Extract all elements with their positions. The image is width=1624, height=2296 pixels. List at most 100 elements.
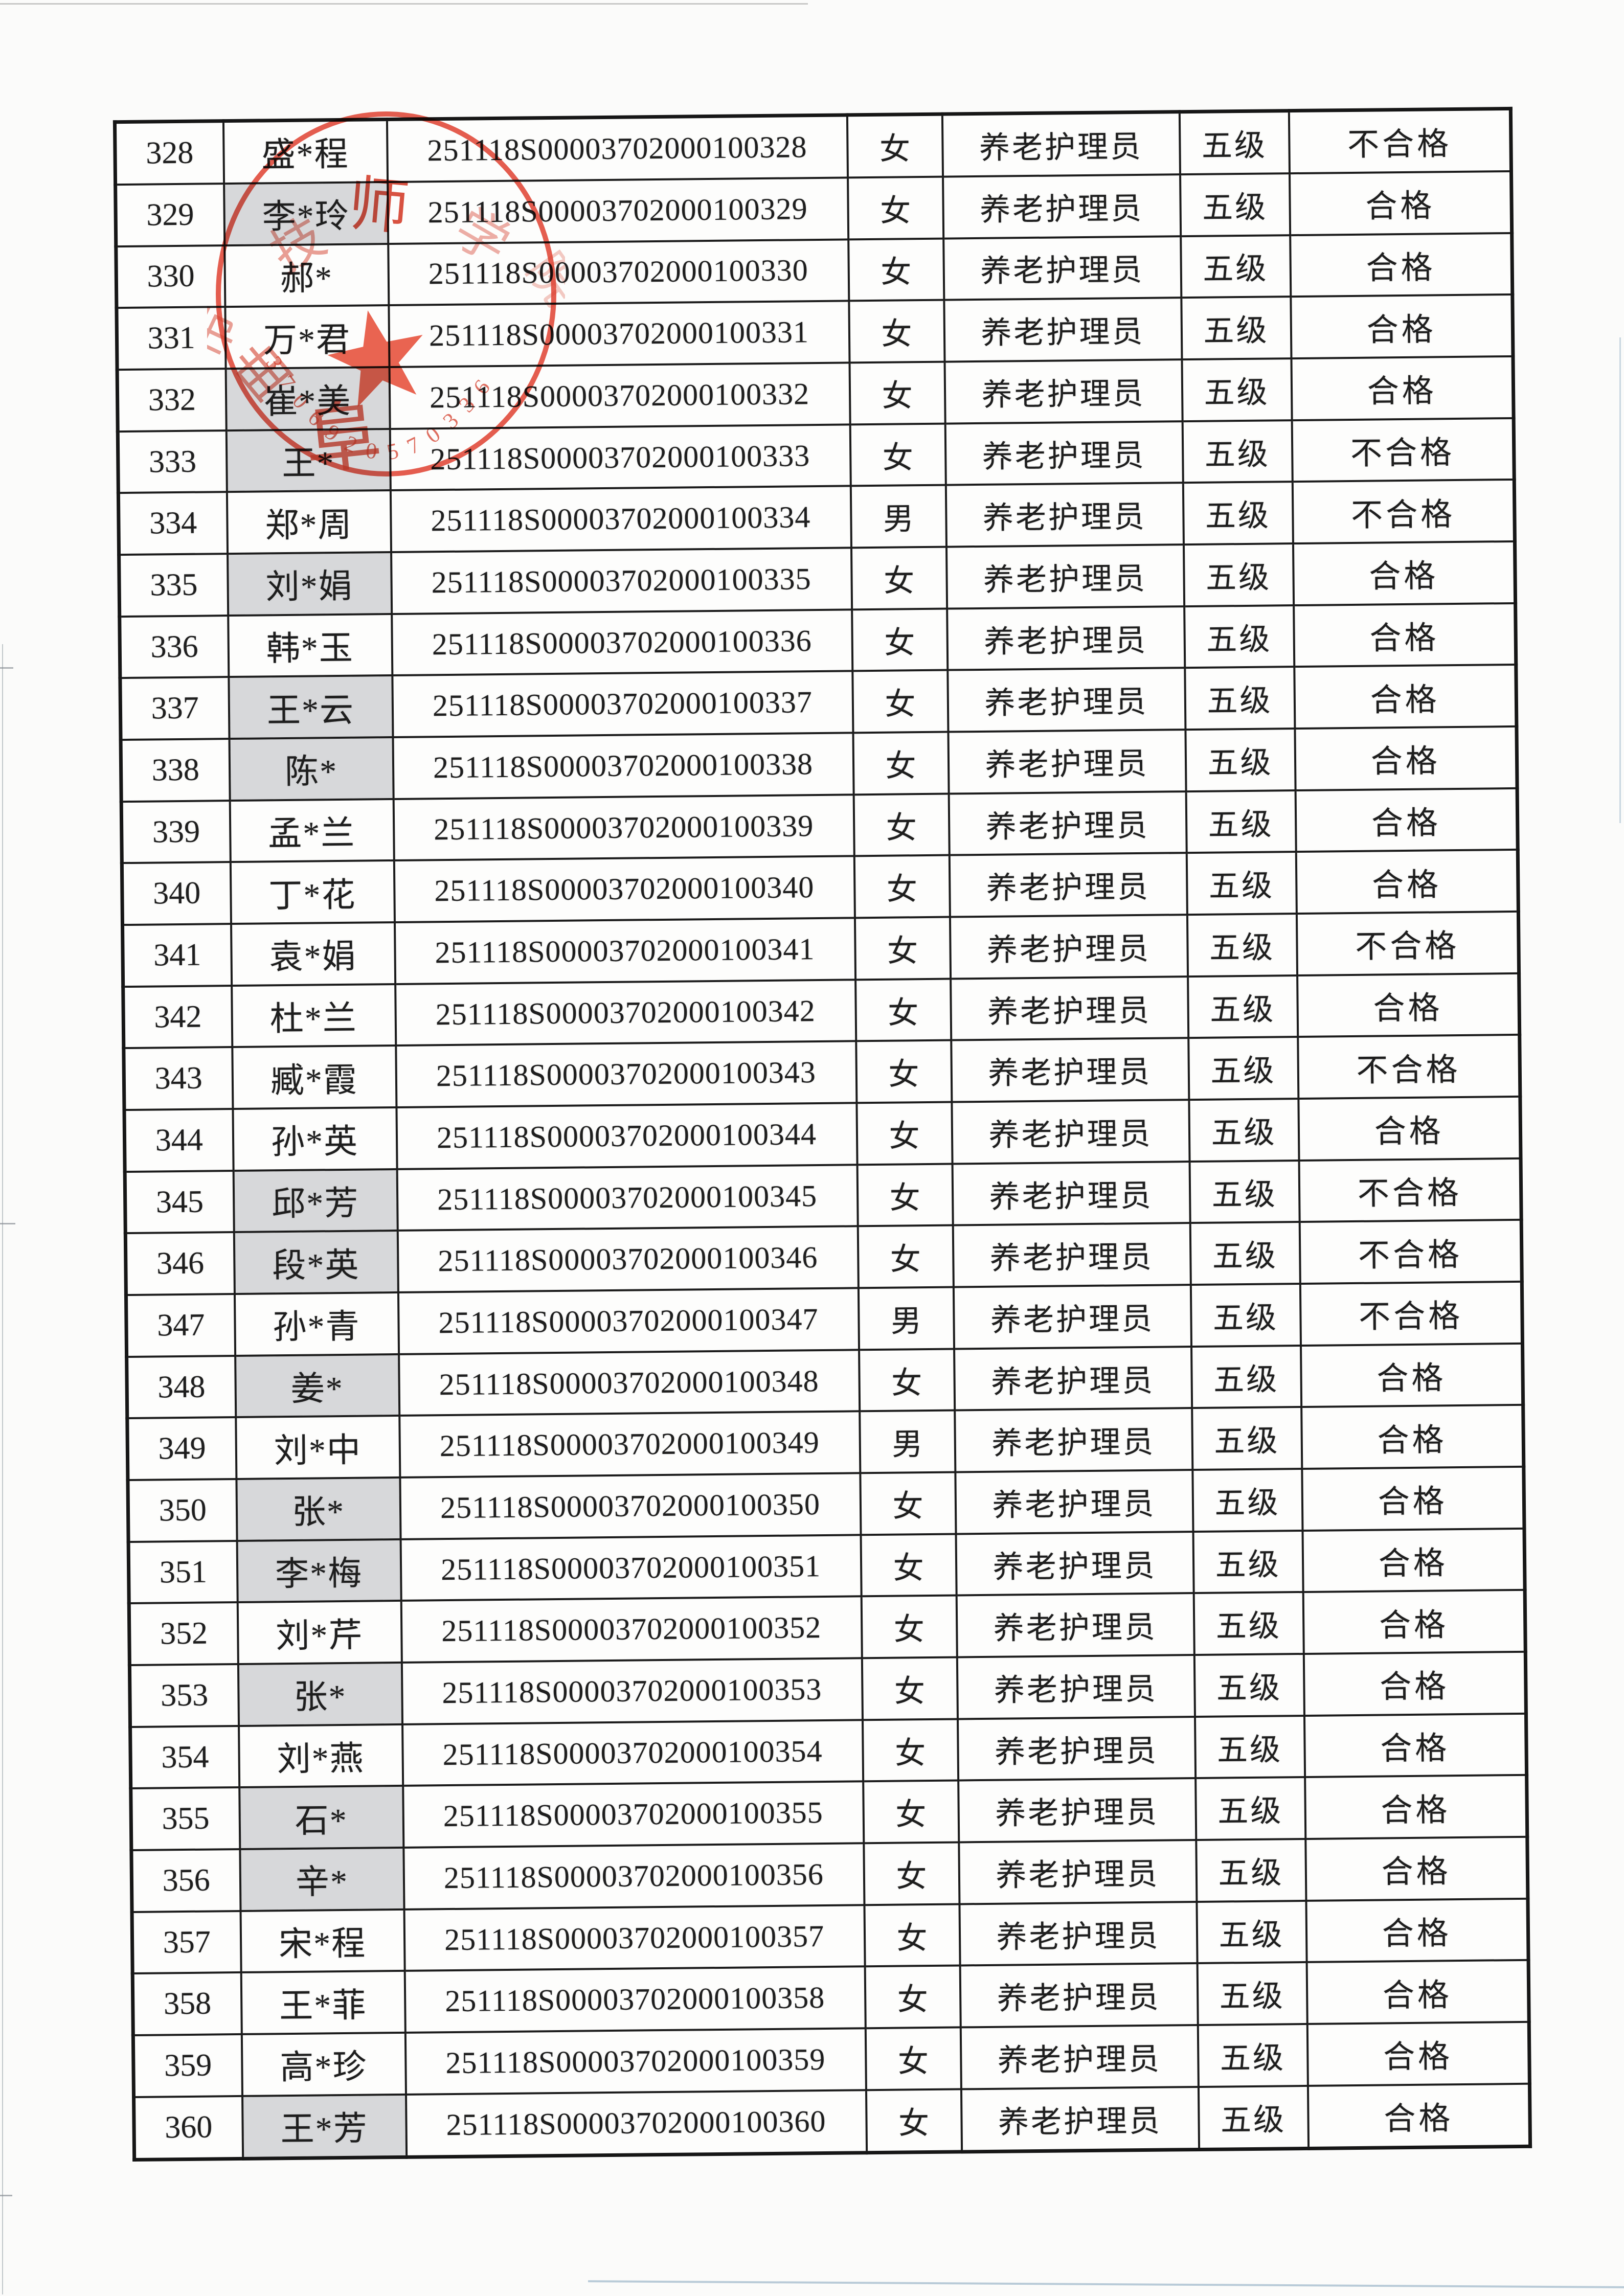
- cell-occupation: 养老护理员: [953, 1285, 1191, 1349]
- cell-gender: 男: [858, 1287, 954, 1350]
- cell-serial-number: 359: [133, 2034, 242, 2097]
- cell-serial-number: 347: [126, 1294, 235, 1357]
- cell-level: 五级: [1192, 1530, 1303, 1594]
- cell-occupation: 养老护理员: [951, 1100, 1190, 1164]
- cell-masked-name: 辛*: [239, 1848, 404, 1911]
- cell-result: 不合格: [1299, 1158, 1522, 1222]
- cell-gender: 女: [851, 608, 948, 671]
- cell-serial-number: 360: [133, 2096, 243, 2160]
- cell-occupation: 养老护理员: [956, 1531, 1194, 1596]
- cell-serial-number: 344: [124, 1109, 234, 1172]
- cell-serial-number: 348: [126, 1355, 236, 1419]
- cell-level: 五级: [1184, 605, 1294, 668]
- cell-gender: 女: [854, 917, 951, 980]
- cell-result: 合格: [1296, 850, 1519, 914]
- cell-gender: 女: [852, 670, 948, 733]
- cell-masked-name: 张*: [236, 1477, 401, 1541]
- cell-masked-name: 袁*娟: [231, 922, 395, 986]
- cell-masked-name: 王*芳: [242, 2094, 407, 2159]
- cell-level: 五级: [1181, 358, 1292, 421]
- cell-occupation: 养老护理员: [955, 1470, 1193, 1534]
- cell-result: 不合格: [1292, 480, 1515, 544]
- cell-result: 合格: [1305, 1898, 1529, 1963]
- cell-occupation: 养老护理员: [945, 483, 1184, 547]
- cell-level: 五级: [1190, 1222, 1300, 1285]
- cell-result: 合格: [1300, 1343, 1523, 1407]
- cell-level: 五级: [1194, 1715, 1305, 1779]
- cell-serial-number: 343: [123, 1047, 233, 1110]
- cell-level: 五级: [1183, 543, 1294, 606]
- cell-result: 不合格: [1292, 418, 1515, 482]
- cell-masked-name: 臧*霞: [232, 1045, 396, 1109]
- cell-result: 不合格: [1300, 1281, 1523, 1346]
- cell-masked-name: 杜*兰: [231, 984, 396, 1048]
- cell-gender: 女: [854, 855, 950, 918]
- cell-certificate-number: 251118S00003702000100332: [389, 362, 850, 429]
- cell-gender: 女: [862, 1719, 958, 1782]
- cell-gender: 女: [849, 361, 945, 425]
- cell-certificate-number: 251118S00003702000100337: [392, 671, 853, 738]
- cell-level: 五级: [1189, 1160, 1300, 1223]
- cell-certificate-number: 251118S00003702000100345: [397, 1165, 858, 1231]
- cell-level: 五级: [1195, 1777, 1305, 1840]
- cell-certificate-number: 251118S00003702000100333: [390, 424, 851, 491]
- cell-masked-name: 王*: [226, 428, 391, 492]
- cell-gender: 女: [863, 1842, 959, 1905]
- cell-masked-name: 段*英: [234, 1231, 398, 1294]
- cell-result: 合格: [1297, 973, 1520, 1037]
- cell-gender: 女: [866, 2089, 962, 2153]
- cell-certificate-number: 251118S00003702000100352: [401, 1596, 862, 1663]
- cell-certificate-number: 251118S00003702000100344: [396, 1103, 858, 1169]
- cell-occupation: 养老护理员: [943, 236, 1181, 300]
- cell-occupation: 养老护理员: [944, 359, 1183, 424]
- cell-result: 合格: [1303, 1590, 1526, 1654]
- cell-certificate-number: 251118S00003702000100360: [405, 2090, 867, 2157]
- results-table-wrap: 328 盛*程 251118S00003702000100328 女 养老护理员…: [112, 106, 1532, 2162]
- cell-result: 合格: [1304, 1775, 1527, 1839]
- cell-serial-number: 340: [122, 862, 231, 925]
- cell-certificate-number: 251118S00003702000100331: [388, 301, 850, 368]
- cell-serial-number: 342: [123, 985, 232, 1049]
- cell-occupation: 养老护理员: [952, 1161, 1190, 1225]
- cell-result: 合格: [1290, 294, 1513, 359]
- cell-certificate-number: 251118S00003702000100357: [404, 1905, 865, 1971]
- cell-result: 合格: [1301, 1405, 1524, 1469]
- cell-gender: 女: [861, 1534, 957, 1597]
- cell-result: 合格: [1306, 1960, 1529, 2025]
- cell-occupation: 养老护理员: [957, 1716, 1196, 1781]
- cell-certificate-number: 251118S00003702000100350: [399, 1473, 861, 1539]
- cell-gender: 女: [848, 238, 944, 301]
- cell-gender: 女: [859, 1349, 955, 1412]
- cell-level: 五级: [1184, 667, 1295, 730]
- cell-result: 合格: [1302, 1528, 1525, 1593]
- cell-occupation: 养老护理员: [960, 2025, 1199, 2089]
- cell-serial-number: 345: [125, 1170, 234, 1234]
- cell-certificate-number: 251118S00003702000100342: [395, 980, 856, 1046]
- cell-certificate-number: 251118S00003702000100356: [403, 1843, 864, 1909]
- scan-edge-line-right: [1619, 337, 1621, 823]
- cell-serial-number: 328: [115, 121, 224, 185]
- cell-serial-number: 339: [121, 800, 231, 863]
- cell-occupation: 养老护理员: [958, 1778, 1196, 1843]
- cell-result: 不合格: [1289, 108, 1512, 174]
- cell-masked-name: 李*梅: [237, 1539, 401, 1603]
- cell-result: 不合格: [1297, 1035, 1520, 1099]
- cell-level: 五级: [1193, 1592, 1304, 1655]
- cell-serial-number: 356: [131, 1849, 241, 1912]
- cell-masked-name: 万*君: [224, 305, 390, 369]
- cell-certificate-number: 251118S00003702000100347: [398, 1288, 859, 1354]
- cell-certificate-number: 251118S00003702000100354: [402, 1720, 863, 1786]
- cell-serial-number: 332: [117, 369, 227, 431]
- cell-certificate-number: 251118S00003702000100359: [405, 2028, 866, 2095]
- cell-result: 合格: [1298, 1096, 1521, 1161]
- cell-level: 五级: [1198, 2085, 1309, 2150]
- cell-occupation: 养老护理员: [954, 1346, 1192, 1411]
- cell-occupation: 养老护理员: [949, 853, 1187, 917]
- cell-level: 五级: [1186, 790, 1296, 853]
- cell-level: 五级: [1180, 173, 1290, 236]
- cell-occupation: 养老护理员: [948, 730, 1186, 794]
- cell-serial-number: 330: [116, 245, 225, 308]
- cell-occupation: 养老护理员: [947, 668, 1185, 732]
- cell-level: 五级: [1187, 914, 1297, 976]
